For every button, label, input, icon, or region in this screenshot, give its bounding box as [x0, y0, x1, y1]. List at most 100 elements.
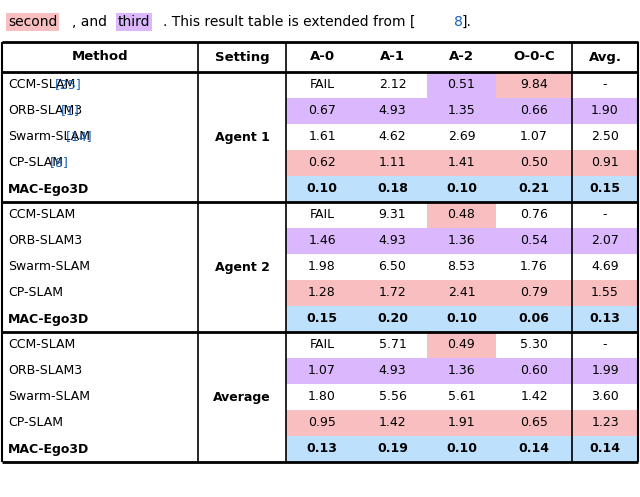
Bar — [286, 410, 638, 436]
Text: 1.36: 1.36 — [448, 235, 476, 248]
Text: Avg.: Avg. — [589, 51, 621, 64]
Bar — [358, 306, 427, 332]
Text: 1.11: 1.11 — [379, 157, 406, 169]
Text: 1.42: 1.42 — [379, 416, 406, 429]
Bar — [572, 410, 638, 436]
Text: 5.61: 5.61 — [447, 391, 476, 404]
Bar — [496, 150, 572, 176]
Bar — [358, 98, 427, 124]
Bar — [496, 228, 572, 254]
Bar — [286, 436, 638, 462]
Text: A-2: A-2 — [449, 51, 474, 64]
Text: 4.93: 4.93 — [379, 104, 406, 117]
Text: 0.50: 0.50 — [520, 157, 548, 169]
Text: Agent 1: Agent 1 — [214, 131, 269, 144]
Text: 0.54: 0.54 — [520, 235, 548, 248]
Bar — [286, 280, 638, 306]
Text: 0.65: 0.65 — [520, 416, 548, 429]
Text: 1.90: 1.90 — [591, 104, 619, 117]
Text: 0.48: 0.48 — [447, 209, 476, 222]
Text: MAC-Ego3D: MAC-Ego3D — [8, 313, 89, 326]
Text: 4.93: 4.93 — [379, 364, 406, 378]
Text: 1.98: 1.98 — [308, 260, 336, 273]
Bar — [427, 280, 496, 306]
Text: 0.66: 0.66 — [520, 104, 548, 117]
Text: 5.56: 5.56 — [379, 391, 406, 404]
Text: FAIL: FAIL — [309, 79, 335, 91]
Text: Swarm-SLAM: Swarm-SLAM — [8, 260, 90, 273]
Text: 0.15: 0.15 — [589, 182, 621, 195]
Text: [14]: [14] — [62, 131, 92, 144]
Text: 0.14: 0.14 — [518, 442, 550, 455]
Text: 0.79: 0.79 — [520, 286, 548, 300]
Text: 0.60: 0.60 — [520, 364, 548, 378]
Text: ORB-SLAM3: ORB-SLAM3 — [8, 364, 82, 378]
Text: 0.15: 0.15 — [307, 313, 337, 326]
Text: 0.20: 0.20 — [377, 313, 408, 326]
Text: Average: Average — [213, 391, 271, 404]
Text: FAIL: FAIL — [309, 338, 335, 351]
Text: FAIL: FAIL — [309, 209, 335, 222]
Text: 2.69: 2.69 — [448, 131, 476, 144]
Text: 1.80: 1.80 — [308, 391, 336, 404]
Text: Swarm-SLAM: Swarm-SLAM — [8, 391, 90, 404]
Bar — [572, 150, 638, 176]
Text: 0.19: 0.19 — [377, 442, 408, 455]
Bar — [286, 98, 638, 124]
Bar — [427, 358, 496, 384]
Text: 0.10: 0.10 — [446, 442, 477, 455]
Text: 1.36: 1.36 — [448, 364, 476, 378]
Text: 1.42: 1.42 — [520, 391, 548, 404]
Text: 2.41: 2.41 — [448, 286, 476, 300]
Text: 9.31: 9.31 — [379, 209, 406, 222]
Bar — [427, 176, 496, 202]
Text: 0.76: 0.76 — [520, 209, 548, 222]
Text: second: second — [8, 15, 58, 29]
Bar — [572, 176, 638, 202]
Bar — [358, 176, 427, 202]
Text: 0.13: 0.13 — [589, 313, 620, 326]
Text: 0.51: 0.51 — [447, 79, 476, 91]
Text: , and: , and — [72, 15, 107, 29]
Text: ORB-SLAM3: ORB-SLAM3 — [8, 104, 82, 117]
Text: [8]: [8] — [46, 157, 68, 169]
Bar — [286, 410, 358, 436]
Text: CCM-SLAM: CCM-SLAM — [8, 79, 76, 91]
Bar — [427, 202, 496, 228]
Bar — [496, 410, 572, 436]
Text: 1.76: 1.76 — [520, 260, 548, 273]
Bar — [286, 98, 358, 124]
Text: Method: Method — [72, 51, 128, 64]
Text: 0.21: 0.21 — [518, 182, 550, 195]
Text: Agent 2: Agent 2 — [214, 260, 269, 273]
Text: 3.60: 3.60 — [591, 391, 619, 404]
Bar — [286, 306, 638, 332]
Bar — [286, 150, 358, 176]
Bar — [572, 306, 638, 332]
Text: 1.99: 1.99 — [591, 364, 619, 378]
Text: 8.53: 8.53 — [447, 260, 476, 273]
Text: . This result table is extended from [: . This result table is extended from [ — [163, 15, 415, 29]
Text: CCM-SLAM: CCM-SLAM — [8, 338, 76, 351]
Bar — [427, 410, 496, 436]
Bar — [496, 280, 572, 306]
Text: CP-SLAM: CP-SLAM — [8, 157, 63, 169]
Text: -: - — [603, 338, 607, 351]
Text: 8: 8 — [454, 15, 463, 29]
Text: 5.71: 5.71 — [379, 338, 406, 351]
Bar — [427, 436, 496, 462]
Text: 2.50: 2.50 — [591, 131, 619, 144]
Bar — [286, 228, 358, 254]
Bar — [496, 72, 572, 98]
Text: 1.61: 1.61 — [308, 131, 336, 144]
Bar — [427, 150, 496, 176]
Text: 0.67: 0.67 — [308, 104, 336, 117]
Bar — [286, 358, 358, 384]
Text: 5.30: 5.30 — [520, 338, 548, 351]
Text: 0.91: 0.91 — [591, 157, 619, 169]
Text: 0.14: 0.14 — [589, 442, 621, 455]
Text: 1.28: 1.28 — [308, 286, 336, 300]
Text: MAC-Ego3D: MAC-Ego3D — [8, 182, 89, 195]
Text: 0.95: 0.95 — [308, 416, 336, 429]
Bar — [286, 436, 358, 462]
